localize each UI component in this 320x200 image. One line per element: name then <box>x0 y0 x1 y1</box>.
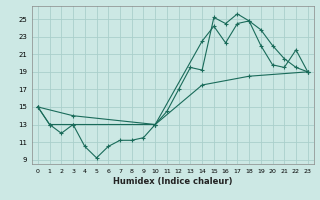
X-axis label: Humidex (Indice chaleur): Humidex (Indice chaleur) <box>113 177 233 186</box>
